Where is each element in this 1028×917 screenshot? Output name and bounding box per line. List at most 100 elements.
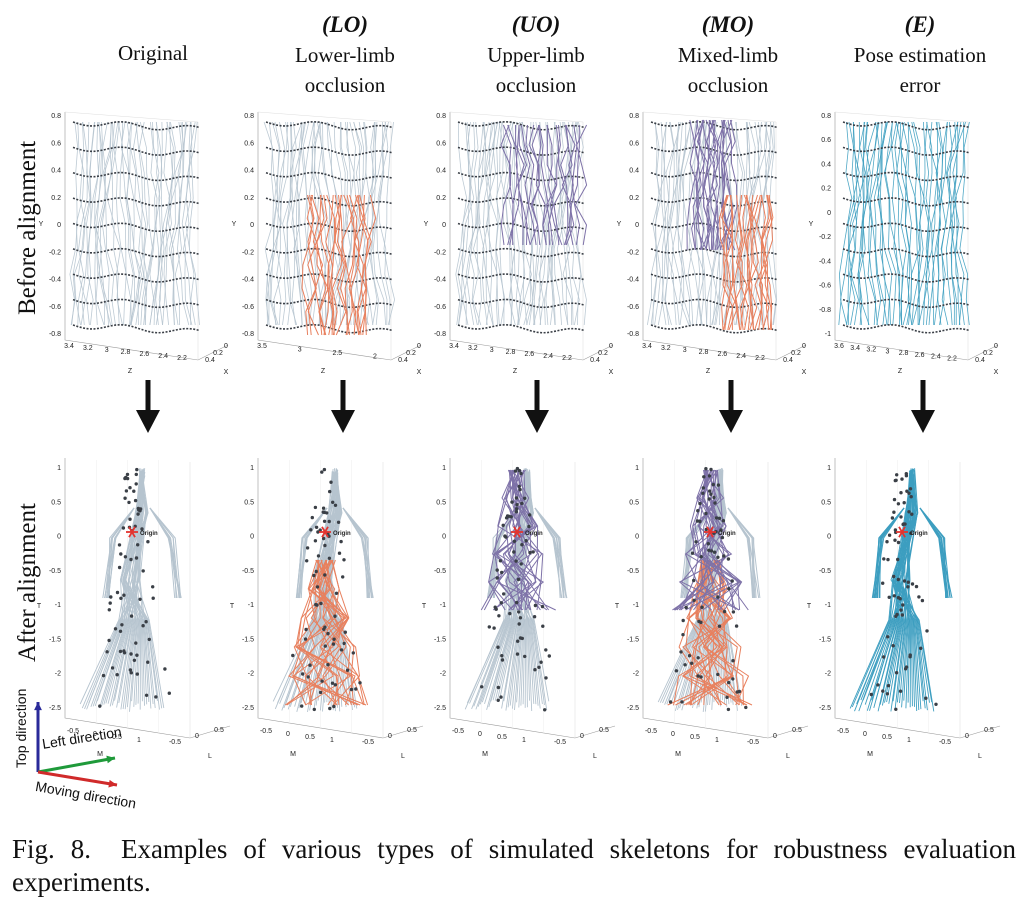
joint-dot <box>706 542 710 546</box>
skeleton-trace <box>113 121 127 326</box>
joint-dot <box>731 659 735 663</box>
skeleton-trace <box>511 121 520 326</box>
joint-dot <box>704 511 708 516</box>
down-arrow-head <box>719 410 743 433</box>
joint-dot <box>127 500 131 505</box>
joint-dot <box>886 635 890 639</box>
skeleton-trace <box>913 121 924 325</box>
skeleton-trace <box>119 471 158 701</box>
joint-dot <box>328 706 332 711</box>
t-axis-label: T <box>37 603 42 610</box>
occlusion-trace-lower <box>699 559 742 706</box>
joint-dot <box>532 615 537 619</box>
t-tick-label: -0.5 <box>819 568 831 575</box>
skeleton-trace <box>666 121 682 326</box>
joint-dot <box>726 557 731 561</box>
skeleton-trace <box>310 121 327 326</box>
joint-dot <box>516 577 521 582</box>
joint-dot <box>906 585 910 589</box>
x-tick-label: 0.2 <box>983 350 993 357</box>
joint-dot <box>909 495 913 499</box>
joint-band <box>842 146 971 156</box>
joint-dot <box>301 672 305 676</box>
joint-dot <box>314 602 318 607</box>
skeleton-trace <box>877 121 891 326</box>
y-axis-label: Y <box>809 221 814 228</box>
joint-dot <box>129 671 133 675</box>
skeleton-trace <box>129 121 144 326</box>
occlusion-trace-upper <box>517 469 543 610</box>
y-tick-label: -0.4 <box>242 277 254 284</box>
joint-dot <box>136 543 140 547</box>
skeleton-trace <box>858 121 871 326</box>
t-tick-label: -0.5 <box>627 568 639 575</box>
figure-canvas: 0.80.60.40.20-0.2-0.4-0.6-0.8Y3.4 3.2 3 2.8… <box>34 111 1001 788</box>
joint-dot <box>899 491 903 495</box>
joint-dot <box>492 626 496 630</box>
skeleton-trace <box>510 471 535 704</box>
down-arrow-head <box>331 410 355 433</box>
t-tick-label: 0 <box>57 534 61 541</box>
skeleton-trace <box>101 121 115 326</box>
joint-band <box>842 298 971 309</box>
joint-dot <box>533 603 538 608</box>
before-panel-1: 0.80.60.40.20-0.2-0.4-0.6-0.8Y3.4 3.2 3 2.8… <box>39 111 229 376</box>
joint-band <box>457 120 586 131</box>
joint-dot <box>495 568 499 572</box>
occlusion-trace-lower <box>286 559 346 706</box>
joint-dot <box>895 473 899 477</box>
axis-frame <box>834 112 999 361</box>
joint-dot <box>309 528 313 532</box>
joint-dot <box>914 584 919 589</box>
l-tick-label: -0.5 <box>939 739 951 746</box>
joint-dot <box>907 510 911 514</box>
z-tick-label: 3 <box>298 347 302 354</box>
joint-dot <box>101 673 106 678</box>
z-tick-label: 2.8 <box>506 349 516 356</box>
skeleton-trace <box>168 121 185 326</box>
skeleton-trace <box>126 475 147 708</box>
joint-dot <box>515 503 519 507</box>
y-tick-label: 0.8 <box>629 113 639 120</box>
skeleton-trace <box>892 475 935 712</box>
joint-dot <box>680 700 684 704</box>
joint-dot <box>924 696 928 700</box>
y-tick-label: 0.6 <box>821 137 831 144</box>
skeleton-trace <box>900 121 913 326</box>
after-panel-1: 1 0.5 0 -0.5 -1 -1.5 -2 -2.5 T -0.5 0 0.5 1 M -0.5 0 0.5… <box>37 458 231 760</box>
skeleton-trace <box>665 121 680 326</box>
occlusion-trace-upper <box>696 119 707 251</box>
skeleton-trace <box>680 121 692 326</box>
joint-band <box>265 146 394 156</box>
joint-dot <box>503 534 507 538</box>
t-tick-label: -2.5 <box>434 705 446 712</box>
joint-dot <box>900 477 904 481</box>
column-title-line2: occlusion <box>687 73 769 97</box>
skeleton-trace <box>368 121 378 326</box>
joint-dot <box>105 650 109 654</box>
y-axis-label: Y <box>232 221 237 228</box>
after-panel-2: 1 0.5 0 -0.5 -1 -1.5 -2 -2.5 T -0.5 0 0.5 1 M -0.5 0 0.5… <box>230 458 424 760</box>
column-title-mo: (MO) Mixed-limb occlusion <box>628 10 828 100</box>
joint-dot <box>712 495 716 500</box>
legend-top-direction: Top direction <box>13 689 29 768</box>
m-tick-label: 1 <box>522 737 526 744</box>
joint-dot <box>520 636 524 641</box>
joint-dot <box>692 578 696 583</box>
skeleton-trace <box>669 121 680 326</box>
skeleton-trace <box>519 121 532 326</box>
skeleton-trace <box>895 473 920 711</box>
skeleton-trace <box>911 121 925 326</box>
skeleton-trace <box>468 121 484 326</box>
axis-frame <box>449 112 614 361</box>
y-axis-label: Y <box>39 221 44 228</box>
z-tick-label: 2.8 <box>699 349 709 356</box>
y-tick-label: -0.6 <box>819 283 831 290</box>
z-tick-label: 2.6 <box>139 351 149 358</box>
joint-dot <box>730 579 734 583</box>
axis-frame <box>257 112 422 361</box>
joint-dot <box>514 510 518 514</box>
skeleton-trace <box>266 121 280 326</box>
joint-dot <box>707 474 712 478</box>
joint-dot <box>882 655 886 659</box>
